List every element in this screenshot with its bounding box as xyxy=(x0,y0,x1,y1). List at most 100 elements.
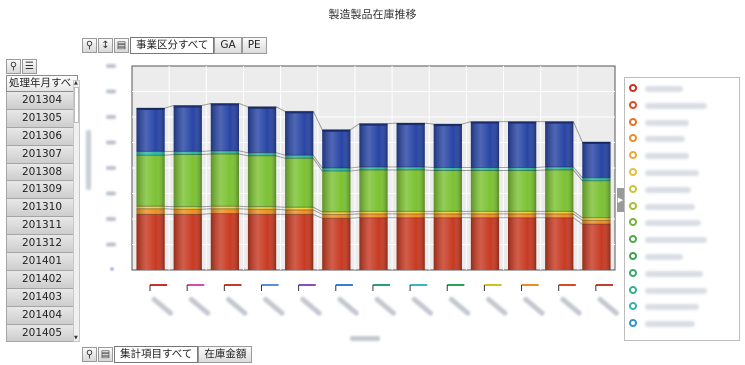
magnifier-icon[interactable]: ⚲ xyxy=(6,58,21,74)
bar-segment-shade xyxy=(507,121,537,168)
bar-segment-shade xyxy=(470,213,500,218)
legend-item[interactable] xyxy=(629,116,729,130)
filter-chip-inventory-amount[interactable]: 在庫金額 xyxy=(198,345,253,363)
x-tick-label xyxy=(263,296,285,316)
legend-item[interactable] xyxy=(629,82,729,96)
legend-item[interactable] xyxy=(629,300,729,314)
list-item[interactable]: 201401 xyxy=(6,253,78,271)
y-tick-label xyxy=(106,191,116,196)
bar-segment-shade xyxy=(507,211,537,214)
bar-segment-shade xyxy=(136,151,165,156)
list-item[interactable]: 201305 xyxy=(6,109,78,128)
series-connector-line xyxy=(136,102,611,143)
legend-item[interactable] xyxy=(629,267,729,281)
legend-item[interactable] xyxy=(629,99,729,113)
legend-item[interactable] xyxy=(629,233,729,247)
x-tick-label xyxy=(523,296,545,316)
bar-segment-shade xyxy=(173,105,202,152)
legend-marker-icon xyxy=(629,84,637,92)
bar-chart-icon[interactable]: ▤ xyxy=(98,346,113,362)
list-item[interactable]: 201403 xyxy=(6,288,78,307)
x-tick-label xyxy=(560,296,582,316)
list-item[interactable]: 201404 xyxy=(6,306,78,325)
bar-segment-shade xyxy=(433,124,462,168)
bar-segment-shade xyxy=(545,166,574,171)
measure-filter-button[interactable]: 集計項目すべて xyxy=(114,345,199,363)
period-list-scrollbar[interactable]: ▲ ▼ xyxy=(73,80,80,342)
list-item[interactable]: 201307 xyxy=(6,145,78,164)
bar-segment-shade xyxy=(173,154,202,207)
sort-icon[interactable]: ↕ xyxy=(98,37,113,53)
bar-segment-shade xyxy=(359,213,388,218)
x-tick-label xyxy=(225,296,248,316)
legend-collapse-button[interactable]: ▶ xyxy=(617,188,624,212)
x-tick-label xyxy=(485,296,508,316)
list-item[interactable]: 201402 xyxy=(6,270,78,289)
bar-top-edge xyxy=(173,105,202,108)
bar-segment-shade xyxy=(210,103,240,151)
bar-segment-shade xyxy=(396,213,425,218)
bar-segment-shade xyxy=(210,208,240,214)
period-list-header[interactable]: 処理年月すべ xyxy=(6,75,78,92)
filter-chip-pe[interactable]: PE xyxy=(241,36,267,54)
legend-item[interactable] xyxy=(629,317,729,331)
legend-label xyxy=(645,220,701,227)
legend-marker-icon xyxy=(629,134,637,143)
bar-segment-shade xyxy=(433,213,462,218)
bar-segment-shade xyxy=(285,214,314,270)
bar-segment-shade xyxy=(322,218,351,270)
bar-segment-shade xyxy=(210,150,240,154)
bar-top-edge xyxy=(582,141,611,144)
x-tick-label xyxy=(151,296,174,316)
bar-segment-shade xyxy=(582,141,611,178)
magnifier-icon[interactable]: ⚲ xyxy=(82,346,97,362)
legend-item[interactable] xyxy=(629,132,729,146)
legend-item[interactable] xyxy=(629,200,729,214)
bar-segment-shade xyxy=(582,224,611,270)
bar-segment-shade xyxy=(322,171,351,212)
x-tick-label xyxy=(411,296,434,316)
filter-chip-ga[interactable]: GA xyxy=(214,36,242,54)
bar-segment-shade xyxy=(470,121,500,168)
legend-marker-icon xyxy=(629,201,637,210)
bar-top-edge xyxy=(285,111,314,114)
legend-label xyxy=(645,287,707,294)
scrollbar-thumb[interactable] xyxy=(74,87,79,123)
y-tick-label xyxy=(106,89,116,94)
bar-top-edge xyxy=(545,121,574,124)
bar-segment-shade xyxy=(247,155,277,207)
bar-chart-icon[interactable]: ▤ xyxy=(114,37,129,53)
legend-item[interactable] xyxy=(629,149,729,163)
legend-marker-icon xyxy=(629,151,637,160)
scroll-up-icon[interactable]: ▲ xyxy=(74,80,78,86)
legend-label xyxy=(645,119,689,126)
legend-item[interactable] xyxy=(629,166,729,180)
legend-marker-icon xyxy=(629,218,637,227)
bar-segment-shade xyxy=(470,217,500,270)
legend-label xyxy=(645,136,685,143)
legend-item[interactable] xyxy=(629,216,729,230)
series-connector-line xyxy=(136,150,611,179)
scroll-down-icon[interactable]: ▼ xyxy=(74,335,78,341)
bar-segment-shade xyxy=(285,209,314,215)
bar-segment-shade xyxy=(285,155,314,159)
bar-segment-shade xyxy=(433,167,462,171)
bar-segment-shade xyxy=(396,217,425,270)
bar-segment-shade xyxy=(396,166,425,171)
legend-label xyxy=(645,304,699,311)
list-item[interactable]: 201311 xyxy=(6,217,78,236)
legend-item[interactable] xyxy=(629,250,729,264)
bar-segment-shade xyxy=(359,166,388,171)
bar-segment-shade xyxy=(359,217,388,270)
bar-top-edge xyxy=(507,121,537,124)
list-icon[interactable]: ☰ xyxy=(22,58,37,74)
list-item[interactable]: 201405 xyxy=(6,324,78,343)
bar-segment-shade xyxy=(173,209,202,215)
magnifier-icon[interactable]: ⚲ xyxy=(82,37,97,53)
legend-item[interactable] xyxy=(629,284,729,298)
bar-segment-shade xyxy=(359,211,388,214)
list-item[interactable]: 201312 xyxy=(6,235,78,254)
dimension-filter-button[interactable]: 事業区分すべて xyxy=(130,36,215,54)
bar-segment-shade xyxy=(545,211,574,214)
legend-item[interactable] xyxy=(629,183,729,197)
